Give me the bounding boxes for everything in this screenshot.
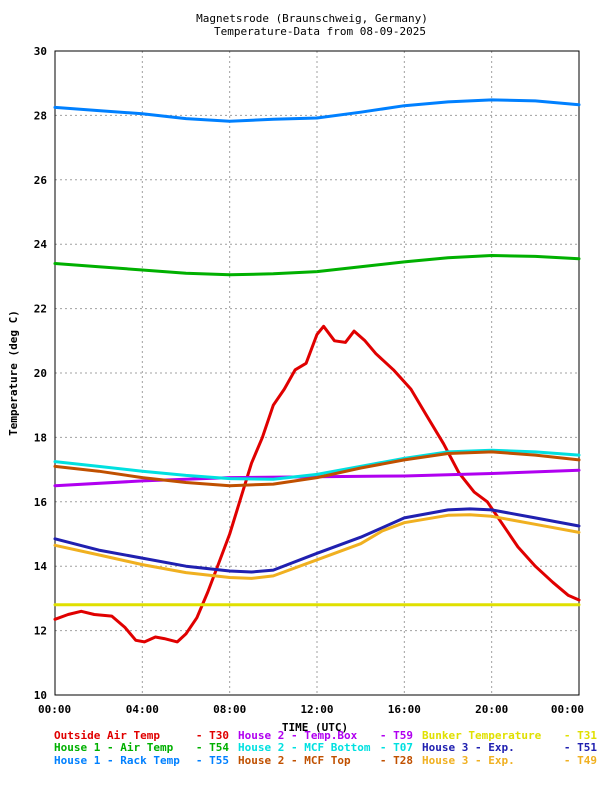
y-tick-label: 26 bbox=[34, 174, 48, 187]
legend-entry-code: - T54 bbox=[196, 741, 229, 754]
chart-subtitle: Temperature-Data from 08-09-2025 bbox=[214, 25, 426, 38]
legend-entry-name: House 3 - Exp. bbox=[422, 754, 515, 767]
legend-entry-name: House 1 - Rack Temp bbox=[54, 754, 180, 767]
legend-entry-code: - T31 bbox=[564, 729, 597, 742]
x-tick-label: 08:00 bbox=[213, 703, 246, 716]
x-tick-label: 16:00 bbox=[388, 703, 421, 716]
legend-entry-name: Outside Air Temp bbox=[54, 729, 160, 742]
grid bbox=[55, 51, 579, 695]
y-tick-label: 16 bbox=[34, 496, 48, 509]
y-tick-label: 24 bbox=[34, 238, 48, 251]
series-line-t07 bbox=[53, 448, 581, 481]
y-axis-label: Temperature (deg C) bbox=[7, 310, 20, 436]
y-axis-ticks: 10 12 14 16 18 20 22 24 26 28 30 bbox=[34, 45, 48, 702]
series-line-t28 bbox=[53, 450, 581, 488]
y-tick-label: 10 bbox=[34, 689, 47, 702]
y-tick-label: 22 bbox=[34, 303, 47, 316]
y-tick-label: 12 bbox=[34, 625, 47, 638]
series-line-t51 bbox=[53, 507, 581, 574]
legend-entry-code: - T28 bbox=[380, 754, 413, 767]
x-tick-label: 12:00 bbox=[300, 703, 333, 716]
series-line-t49 bbox=[53, 513, 581, 580]
x-axis-label: TIME (UTC) bbox=[282, 721, 348, 734]
legend-entry-name: House 1 - Air Temp bbox=[54, 741, 174, 754]
y-tick-label: 20 bbox=[34, 367, 47, 380]
legend-entry-name: House 2 - MCF Bottom bbox=[238, 741, 371, 754]
legend-entry-code: - T59 bbox=[380, 729, 413, 742]
x-tick-label: 00:00 bbox=[38, 703, 71, 716]
legend-entry-code: - T07 bbox=[380, 741, 413, 754]
x-tick-label: 20:00 bbox=[475, 703, 508, 716]
y-tick-label: 30 bbox=[34, 45, 47, 58]
x-tick-label: 04:00 bbox=[126, 703, 159, 716]
legend-entry-code: - T30 bbox=[196, 729, 229, 742]
series-line-t54 bbox=[53, 254, 581, 277]
series-line-t30 bbox=[53, 324, 581, 644]
y-tick-label: 28 bbox=[34, 109, 47, 122]
legend-entry-code: - T55 bbox=[196, 754, 229, 767]
chart-title: Magnetsrode (Braunschweig, Germany) bbox=[196, 12, 428, 25]
series-line-t55 bbox=[53, 98, 581, 123]
plot-frame bbox=[54, 50, 580, 696]
series-lines bbox=[53, 98, 581, 644]
legend-entry-name: House 2 - MCF Top bbox=[238, 754, 351, 767]
legend-entry-name: House 3 - Exp. bbox=[422, 741, 515, 754]
legend-entry-name: Bunker Temperature bbox=[422, 729, 542, 742]
x-axis-ticks: 00:00 04:00 08:00 12:00 16:00 20:00 00:00 bbox=[38, 703, 584, 716]
y-tick-label: 14 bbox=[34, 560, 48, 573]
legend: Outside Air Temp - T30 House 1 - Air Temp -… bbox=[54, 729, 597, 767]
y-tick-label: 18 bbox=[34, 431, 47, 444]
legend-entry-name: House 2 - Temp.Box bbox=[238, 729, 358, 742]
legend-entry-code: - T49 bbox=[564, 754, 597, 767]
legend-entry-code: - T51 bbox=[564, 741, 597, 754]
x-tick-label: 00:00 bbox=[551, 703, 584, 716]
